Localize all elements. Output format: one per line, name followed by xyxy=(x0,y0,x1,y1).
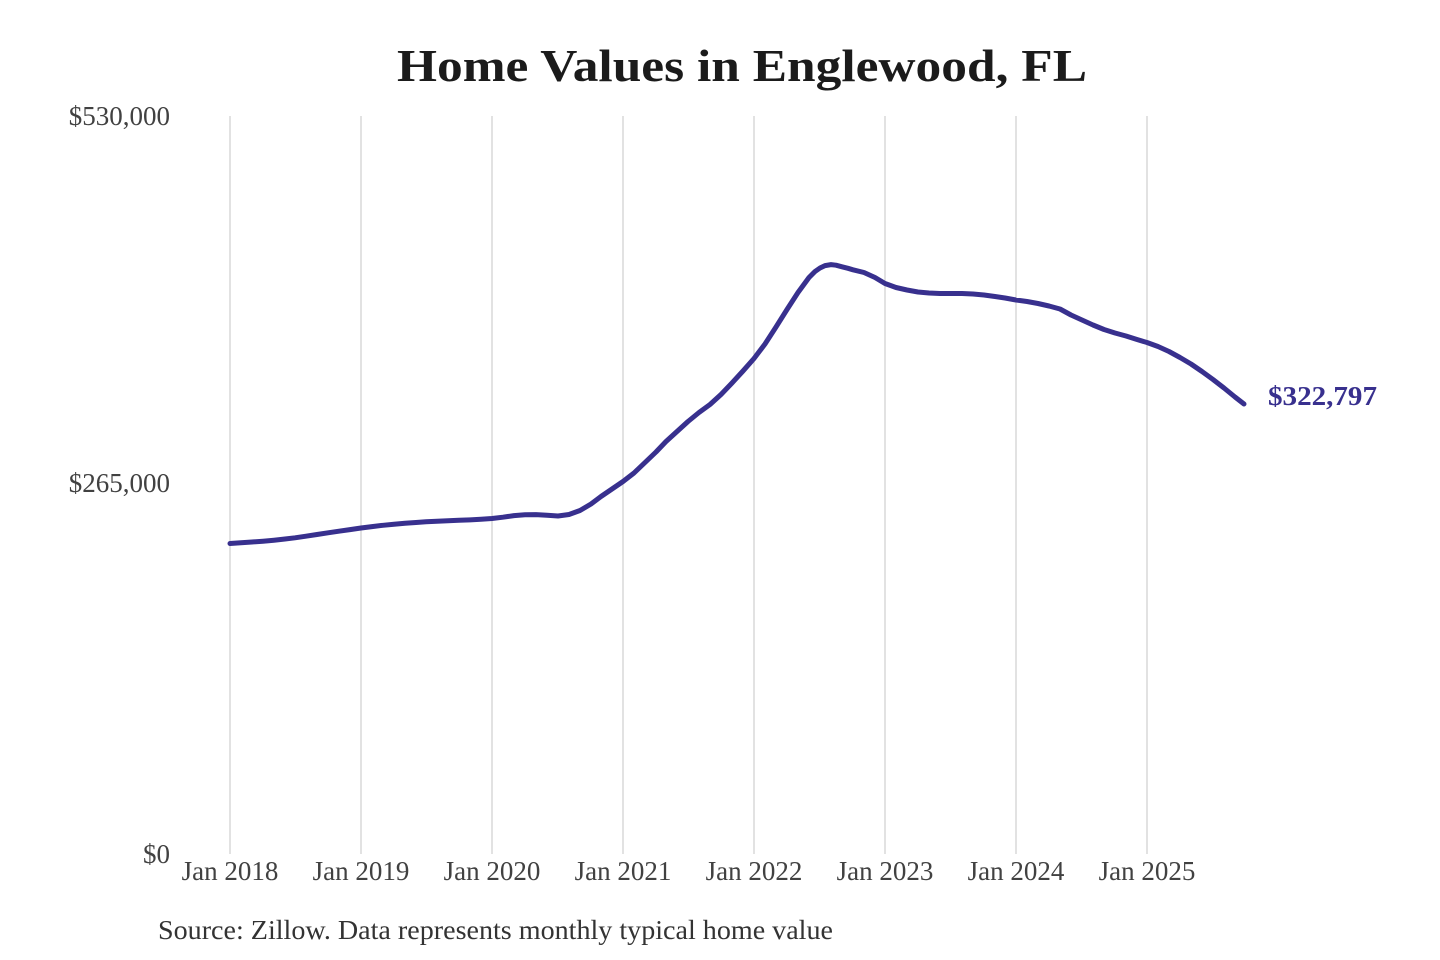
svg-text:$0: $0 xyxy=(143,839,170,869)
svg-text:Jan 2022: Jan 2022 xyxy=(706,856,803,886)
svg-text:$265,000: $265,000 xyxy=(69,468,170,498)
svg-text:$530,000: $530,000 xyxy=(69,101,170,131)
svg-text:Jan 2018: Jan 2018 xyxy=(182,856,279,886)
svg-text:Jan 2021: Jan 2021 xyxy=(575,856,672,886)
svg-text:Jan 2024: Jan 2024 xyxy=(968,856,1065,886)
svg-text:Jan 2019: Jan 2019 xyxy=(313,856,410,886)
svg-text:Source: Zillow. Data represent: Source: Zillow. Data represents monthly … xyxy=(158,915,833,945)
svg-text:Jan 2023: Jan 2023 xyxy=(837,856,934,886)
svg-text:Jan 2025: Jan 2025 xyxy=(1099,856,1196,886)
svg-text:Jan 2020: Jan 2020 xyxy=(444,856,541,886)
svg-text:$322,797: $322,797 xyxy=(1268,381,1377,411)
svg-text:Home Values in Englewood, FL: Home Values in Englewood, FL xyxy=(397,40,1087,91)
